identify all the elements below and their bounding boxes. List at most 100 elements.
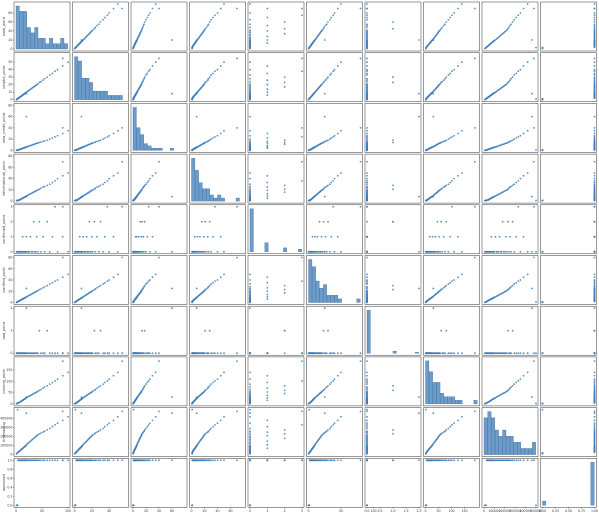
scatter-point: [249, 185, 251, 188]
panel-approved-vs-clarified_point: [306, 458, 363, 508]
scatter-point: [143, 77, 145, 80]
scatter-point: [449, 235, 452, 238]
scatter-point: [94, 352, 97, 355]
scatter-point: [449, 16, 452, 19]
scatter-point: [266, 293, 269, 296]
scatter-point: [533, 7, 535, 10]
scatter-point: [249, 388, 251, 391]
scatter-point: [102, 352, 104, 355]
hist-bar: [151, 147, 156, 151]
scatter-point: [94, 141, 97, 143]
scatter-point: [61, 352, 64, 355]
scatter-point: [108, 459, 111, 462]
scatter-point: [158, 459, 160, 462]
scatter-point: [333, 422, 336, 424]
scatter-point: [308, 148, 311, 151]
panel-new_credit_point-vs-total_points: [13, 103, 71, 153]
scatter-point: [214, 70, 216, 73]
scatter-point: [593, 183, 596, 186]
scatter-point: [593, 129, 596, 132]
scatter-point: [94, 288, 97, 290]
scatter-point: [143, 459, 146, 462]
panel-frame: [540, 356, 597, 407]
scatter-point: [519, 12, 522, 14]
scatter-point: [143, 352, 145, 355]
scatter-point: [329, 352, 331, 355]
scatter-point: [593, 371, 596, 374]
scatter-point: [366, 374, 368, 377]
scatter-point: [214, 136, 216, 138]
panel-timesaving-vs-approved: [540, 407, 597, 457]
scatter-point: [333, 134, 336, 137]
scatter-point: [67, 273, 69, 276]
scatter-point: [515, 235, 518, 238]
scatter-point: [366, 185, 368, 188]
scatter-point: [249, 301, 251, 303]
scatter-point: [25, 115, 28, 118]
scatter-point: [503, 250, 506, 253]
scatter-point: [366, 3, 368, 5]
panel-frame: [540, 103, 597, 153]
panel-frame: [540, 153, 597, 204]
scatter-point: [42, 352, 44, 355]
hist-bar: [392, 351, 397, 354]
scatter-point: [322, 220, 325, 223]
scatter-point: [96, 387, 98, 390]
scatter-point: [46, 220, 49, 223]
scatter-point: [207, 386, 210, 388]
scatter-point: [219, 132, 222, 135]
scatter-point: [136, 235, 138, 238]
scatter-point: [329, 427, 331, 430]
scatter-point: [171, 396, 173, 399]
scatter-point: [519, 378, 522, 381]
scatter-point: [204, 329, 207, 332]
scatter-point: [249, 386, 251, 388]
panel-frame: [364, 103, 422, 153]
scatter-point: [323, 396, 326, 399]
scatter-point: [266, 79, 269, 82]
scatter-point: [522, 65, 525, 67]
scatter-point: [593, 26, 596, 29]
scatter-point: [212, 381, 214, 384]
panel-pinning_point-vs-pinning_point: [423, 356, 480, 407]
scatter-point: [80, 307, 83, 310]
scatter-point: [332, 459, 335, 462]
panel-inf_points-vs-timesaving: [481, 153, 539, 204]
scatter-point: [593, 132, 596, 135]
scatter-point: [449, 281, 452, 284]
hist-bar: [217, 194, 222, 202]
scatter-point: [106, 380, 109, 382]
scatter-point: [359, 160, 362, 163]
scatter-point: [266, 91, 269, 94]
scatter-point: [474, 160, 476, 163]
scatter-point: [204, 220, 207, 223]
scatter-point: [323, 115, 326, 118]
panel-frame: [423, 204, 480, 255]
scatter-point: [249, 77, 251, 80]
scatter-point: [497, 250, 500, 253]
scatter-point: [329, 459, 331, 462]
scatter-point: [324, 431, 327, 433]
scatter-point: [517, 459, 520, 462]
scatter-point: [29, 235, 32, 238]
scatter-point: [54, 352, 56, 355]
hist-bar: [483, 417, 488, 455]
scatter-point: [142, 235, 145, 238]
scatter-point: [359, 127, 362, 129]
scatter-point: [526, 250, 529, 253]
scatter-point: [140, 29, 143, 31]
x-tick-label: 0: [249, 509, 251, 512]
panel-new_credit_point-vs-bad_point: [364, 103, 422, 153]
scatter-point: [441, 141, 444, 143]
scatter-point: [143, 430, 145, 433]
panel-inf_points-vs-approved: [540, 153, 597, 204]
scatter-point: [283, 292, 286, 294]
scatter-point: [308, 402, 311, 405]
scatter-point: [511, 459, 514, 462]
scatter-point: [40, 187, 42, 190]
scatter-point: [112, 174, 115, 177]
scatter-point: [74, 46, 77, 49]
hist-bar: [147, 145, 152, 151]
